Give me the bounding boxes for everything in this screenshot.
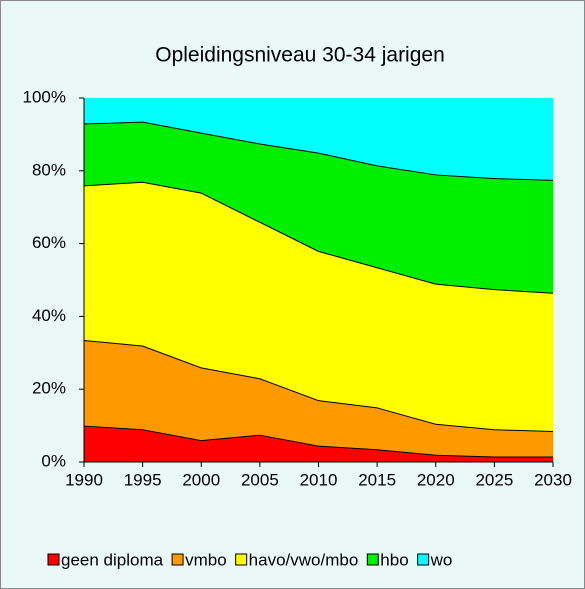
legend-label: geen diploma bbox=[61, 550, 164, 569]
x-tick-label: 2005 bbox=[241, 470, 279, 489]
legend-swatch bbox=[235, 553, 248, 566]
y-tick-label: 40% bbox=[32, 306, 66, 325]
x-tick-label: 2000 bbox=[182, 470, 220, 489]
legend-label: wo bbox=[430, 550, 453, 569]
chart-title: Opleidingsniveau 30-34 jarigen bbox=[155, 44, 445, 67]
x-tick-label: 2025 bbox=[475, 470, 513, 489]
y-tick-label: 60% bbox=[32, 233, 66, 252]
y-tick-label: 80% bbox=[32, 160, 66, 179]
area bbox=[84, 425, 553, 462]
legend-label: havo/vwo/mbo bbox=[249, 550, 359, 569]
y-tick-label: 20% bbox=[32, 379, 66, 398]
y-tick-label: 0% bbox=[41, 451, 66, 470]
legend-swatch bbox=[47, 553, 60, 566]
legend-swatch bbox=[366, 553, 379, 566]
x-tick-label: 2030 bbox=[534, 470, 572, 489]
x-tick-label: 1995 bbox=[124, 470, 162, 489]
area bbox=[84, 121, 553, 293]
y-tick-label: 100% bbox=[23, 87, 66, 106]
legend-label: hbo bbox=[380, 550, 408, 569]
legend-swatch bbox=[171, 553, 184, 566]
x-tick-label: 2015 bbox=[358, 470, 396, 489]
x-tick-label: 1990 bbox=[65, 470, 103, 489]
x-tick-label: 2010 bbox=[300, 470, 338, 489]
legend-swatch bbox=[417, 553, 430, 566]
legend-label: vmbo bbox=[185, 550, 227, 569]
area bbox=[84, 340, 553, 457]
area bbox=[84, 98, 553, 180]
area bbox=[84, 181, 553, 432]
x-tick-label: 2020 bbox=[417, 470, 455, 489]
